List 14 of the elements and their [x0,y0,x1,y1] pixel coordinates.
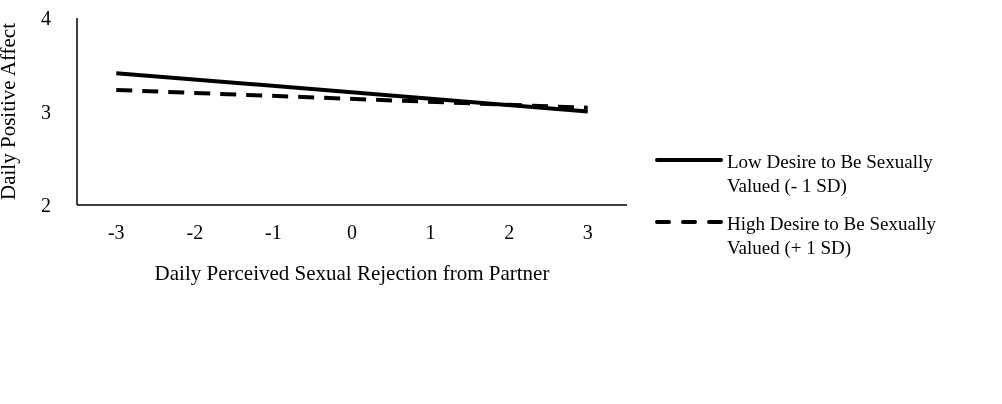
y-tick-label: 4 [41,7,51,30]
x-tick-label: 0 [347,221,357,244]
legend-label: Low Desire to Be Sexually Valued (- 1 SD) [727,150,934,198]
x-tick-label: -2 [186,221,204,244]
x-tick-label: 1 [425,221,436,244]
legend-label: High Desire to Be Sexually Valued (+ 1 SD) [727,212,937,260]
x-tick-label: -1 [265,221,282,244]
y-tick-label: 3 [41,100,51,123]
x-tick-label: -3 [107,221,125,244]
x-axis-title: Daily Perceived Sexual Rejection from Partner [154,261,550,285]
x-tick-label: 2 [504,221,515,244]
y-axis-title: Daily Positive Affect [0,22,21,200]
x-tick-label: 3 [582,221,593,244]
y-tick-label: 2 [41,194,51,217]
